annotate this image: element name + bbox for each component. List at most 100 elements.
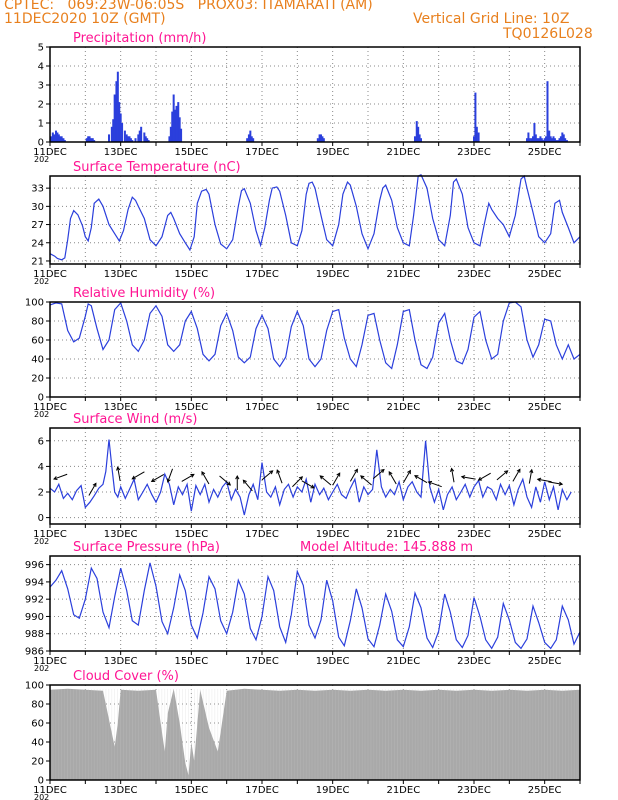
precip-bar — [542, 140, 545, 142]
wind-arrow — [88, 482, 97, 496]
y-tick-label: 2 — [38, 488, 44, 499]
x-year-label: 202 — [34, 155, 49, 164]
precip-bar — [562, 134, 565, 142]
y-tick-label: 0 — [38, 513, 44, 524]
x-tick-label: 11DEC — [33, 656, 67, 667]
precip-bar — [125, 134, 128, 142]
precip-bar — [62, 138, 65, 142]
y-tick-label: 30 — [31, 202, 44, 213]
wind-arrow-shaft — [512, 469, 521, 482]
wind-arrow-head — [477, 476, 483, 481]
precip-bar — [144, 136, 147, 142]
panel-cloud: 0 20 40 60 80 100 11DEC 13DEC 15DEC 17DEC 19DEC 21D… — [25, 669, 581, 800]
wind-arrow — [528, 468, 534, 484]
y-tick-label: 40 — [31, 738, 44, 749]
x-tick-label: 21DEC — [386, 656, 420, 667]
precip-bar — [56, 132, 59, 142]
wind-arrow-head — [360, 475, 365, 480]
wind-arrow — [276, 469, 283, 484]
wind-arrow — [150, 473, 165, 482]
precip-bar — [59, 136, 62, 142]
x-year-label: 202 — [34, 277, 49, 286]
wind-arrow-shaft — [181, 473, 195, 482]
x-tick-label: 13DEC — [104, 529, 138, 540]
panel-frame — [49, 555, 581, 652]
precip-bar — [526, 138, 528, 142]
x-tick-label: 23DEC — [457, 269, 491, 280]
precip-bar — [129, 138, 132, 142]
y-tick-label: 100 — [25, 298, 44, 309]
y-tick-label: 0 — [38, 393, 44, 404]
wind-arrow-head — [276, 469, 281, 474]
y-tick-label: 3 — [38, 81, 44, 92]
precip-bar — [178, 117, 181, 142]
wind-arrow-shaft — [132, 471, 145, 480]
precip-bar — [140, 126, 143, 142]
wind-arrow-shaft — [461, 476, 476, 480]
precip-bar — [51, 132, 54, 142]
precip-bar — [116, 71, 119, 142]
wind-arrow-head — [242, 479, 247, 484]
precip-bar — [171, 111, 174, 142]
precip-bar — [57, 134, 60, 142]
wind-arrow-head — [354, 468, 358, 473]
precip-bar — [415, 121, 418, 142]
wind-arrow — [360, 475, 372, 486]
precip-bar — [91, 138, 94, 142]
y-tick-label: 992 — [25, 595, 44, 606]
wind-arrow — [496, 470, 509, 481]
precip-bar — [110, 126, 113, 142]
y-tick-label: 2 — [38, 100, 44, 111]
precip-bar — [420, 138, 422, 142]
precip-bar — [118, 102, 121, 142]
wind-arrow-head — [166, 478, 171, 483]
wind-arrow-shaft — [151, 473, 165, 482]
x-tick-label: 19DEC — [316, 785, 350, 796]
x-tick-label: 13DEC — [104, 269, 138, 280]
precip-bar — [548, 130, 551, 142]
wind-arrow-shaft — [478, 472, 491, 481]
x-tick-label: 21DEC — [386, 269, 420, 280]
wind-arrow — [181, 473, 195, 482]
wind-arrow — [548, 481, 564, 486]
precip-bar — [87, 136, 90, 142]
wind-arrow — [449, 467, 455, 483]
wind-arrow — [332, 472, 341, 486]
wind-arrow-head — [388, 470, 393, 476]
wind-arrow-shaft — [528, 469, 533, 484]
wind-arrow — [219, 475, 232, 486]
precip-bar — [137, 134, 140, 142]
y-tick-label: 990 — [25, 612, 44, 623]
precip-bar — [134, 138, 137, 142]
wind-arrow-shaft — [496, 470, 508, 481]
precip-bar — [559, 136, 562, 142]
panel-frame — [49, 301, 581, 398]
x-tick-label: 21DEC — [386, 147, 420, 158]
wind-arrow-head — [516, 468, 521, 473]
header-gridline: Vertical Grid Line: 10Z — [413, 11, 570, 27]
precip-bar — [551, 138, 554, 142]
wind-arrow — [536, 477, 552, 483]
precip-bar — [543, 138, 546, 142]
precip-bar — [252, 138, 255, 142]
wind-arrow — [427, 480, 442, 488]
precip-bar — [138, 130, 141, 142]
y-tick-label: 4 — [38, 62, 44, 73]
x-tick-label: 23DEC — [457, 147, 491, 158]
wind-arrow-head — [427, 480, 433, 485]
wind-arrow — [402, 469, 411, 483]
precip-bar — [530, 138, 533, 142]
wind-arrow — [349, 468, 358, 482]
wind-arrow — [292, 476, 304, 488]
x-tick-label: 15DEC — [174, 402, 208, 413]
precip-bar — [413, 136, 416, 142]
precip-bar — [417, 126, 420, 142]
wind-arrow — [242, 479, 253, 492]
precip-bar — [85, 138, 88, 142]
precip-bar — [533, 123, 536, 142]
wind-arrow-shaft — [88, 483, 97, 496]
wind-arrow — [477, 472, 491, 481]
x-tick-label: 19DEC — [316, 656, 350, 667]
y-tick-label: 0 — [38, 138, 44, 149]
wind-arrow-head — [53, 476, 58, 481]
